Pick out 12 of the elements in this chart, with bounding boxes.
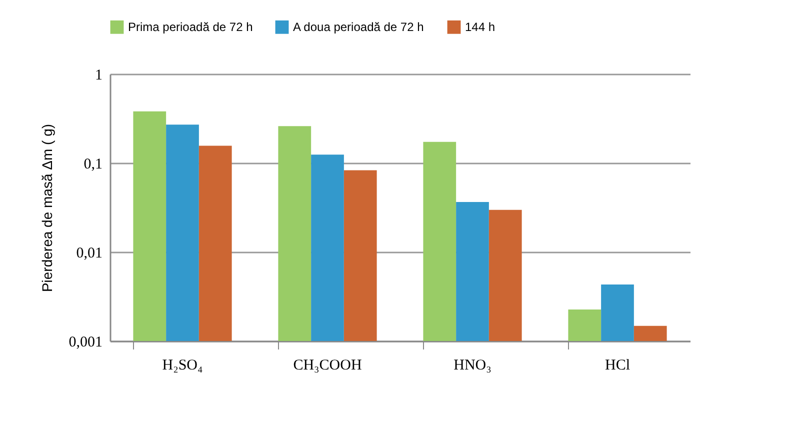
x-tick-label: CH₃COOH [293, 358, 362, 374]
y-tick-label: 0,1 [84, 156, 102, 172]
legend-label: A doua perioadă de 72 h [293, 20, 424, 34]
y-tick-label: 0,001 [68, 334, 102, 350]
y-axis-title: Pierderea de masă Δm ( g) [38, 124, 55, 292]
x-tick-label: HNO₃ [454, 358, 492, 374]
x-tick-label: H₂SO₄ [162, 358, 203, 374]
x-tick-label: HCl [604, 358, 630, 374]
y-tick-label: 0,01 [76, 246, 102, 262]
legend-label: 144 h [465, 20, 496, 34]
legend-label: Prima perioadă de 72 h [128, 20, 253, 34]
y-tick-label: 1 [95, 68, 102, 84]
